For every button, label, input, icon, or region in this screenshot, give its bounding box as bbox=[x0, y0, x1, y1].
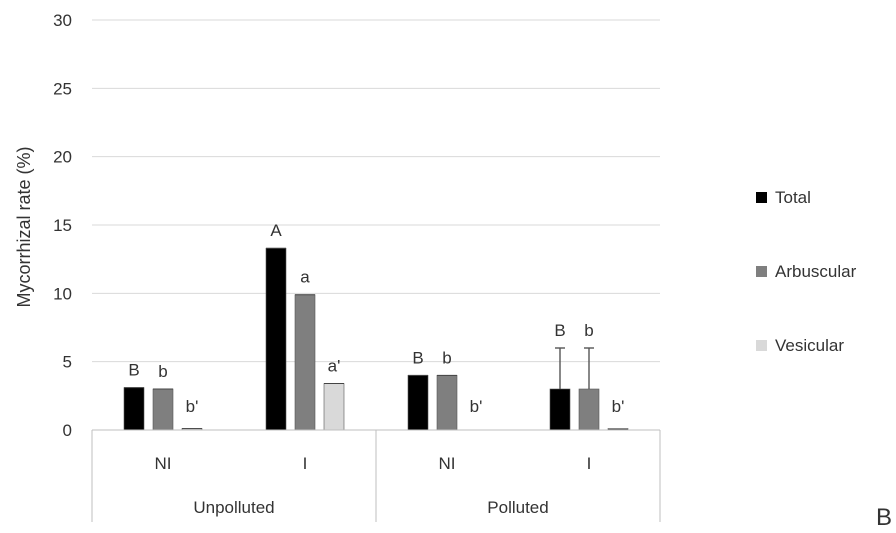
x-group-label: Polluted bbox=[487, 498, 548, 517]
legend-label-total: Total bbox=[775, 188, 811, 207]
y-tick-label: 30 bbox=[53, 11, 72, 30]
y-tick-label: 0 bbox=[63, 421, 72, 440]
bar-label-vesicular-2: b' bbox=[470, 397, 483, 416]
x-group-label: Unpolluted bbox=[193, 498, 274, 517]
bar-label-vesicular-1: a' bbox=[328, 357, 341, 376]
bar-label-arbuscular-0: b bbox=[158, 362, 167, 381]
x-category-label: NI bbox=[439, 454, 456, 473]
y-tick-label: 5 bbox=[63, 353, 72, 372]
y-axis-ticks: 0 5 10 15 20 25 30 bbox=[53, 11, 72, 440]
y-tick-label: 10 bbox=[53, 284, 72, 303]
legend-label-arbuscular: Arbuscular bbox=[775, 262, 857, 281]
y-tick-label: 25 bbox=[53, 79, 72, 98]
bar-arbuscular-3 bbox=[578, 388, 600, 431]
y-tick-label: 15 bbox=[53, 216, 72, 235]
bar-total-3 bbox=[549, 388, 571, 431]
bar-total-0 bbox=[123, 387, 145, 431]
x-category-label: I bbox=[587, 454, 592, 473]
y-tick-label: 20 bbox=[53, 148, 72, 167]
bar-label-total-2: B bbox=[412, 348, 423, 367]
gridlines bbox=[92, 19, 660, 363]
bar-label-arbuscular-1: a bbox=[300, 268, 310, 287]
bar-label-arbuscular-3: b bbox=[584, 321, 593, 340]
bar-label-total-1: A bbox=[270, 221, 282, 240]
bar-total-2 bbox=[407, 375, 429, 431]
legend-swatch-total bbox=[756, 192, 767, 203]
legend-swatch-arbuscular bbox=[756, 266, 767, 277]
bar-label-total-0: B bbox=[128, 361, 139, 380]
bar-label-total-3: B bbox=[554, 321, 565, 340]
bar-arbuscular-1 bbox=[294, 294, 316, 431]
legend: Total Arbuscular Vesicular bbox=[756, 188, 857, 355]
x-category-label: NI bbox=[155, 454, 172, 473]
panel-letter: B bbox=[876, 504, 892, 531]
bar-total-1 bbox=[265, 247, 287, 431]
legend-label-vesicular: Vesicular bbox=[775, 336, 844, 355]
bar-label-vesicular-3: b' bbox=[612, 397, 625, 416]
bar-vesicular-1 bbox=[323, 383, 345, 431]
x-axis: NI I NI I Unpolluted Polluted bbox=[91, 429, 661, 522]
y-axis-title: Mycorrhizal rate (%) bbox=[14, 146, 34, 307]
bar-arbuscular-2 bbox=[436, 375, 458, 431]
legend-swatch-vesicular bbox=[756, 340, 767, 351]
bar-label-arbuscular-2: b bbox=[442, 348, 451, 367]
x-category-label: I bbox=[303, 454, 308, 473]
bar-label-vesicular-0: b' bbox=[186, 397, 199, 416]
bar-arbuscular-0 bbox=[152, 388, 174, 431]
